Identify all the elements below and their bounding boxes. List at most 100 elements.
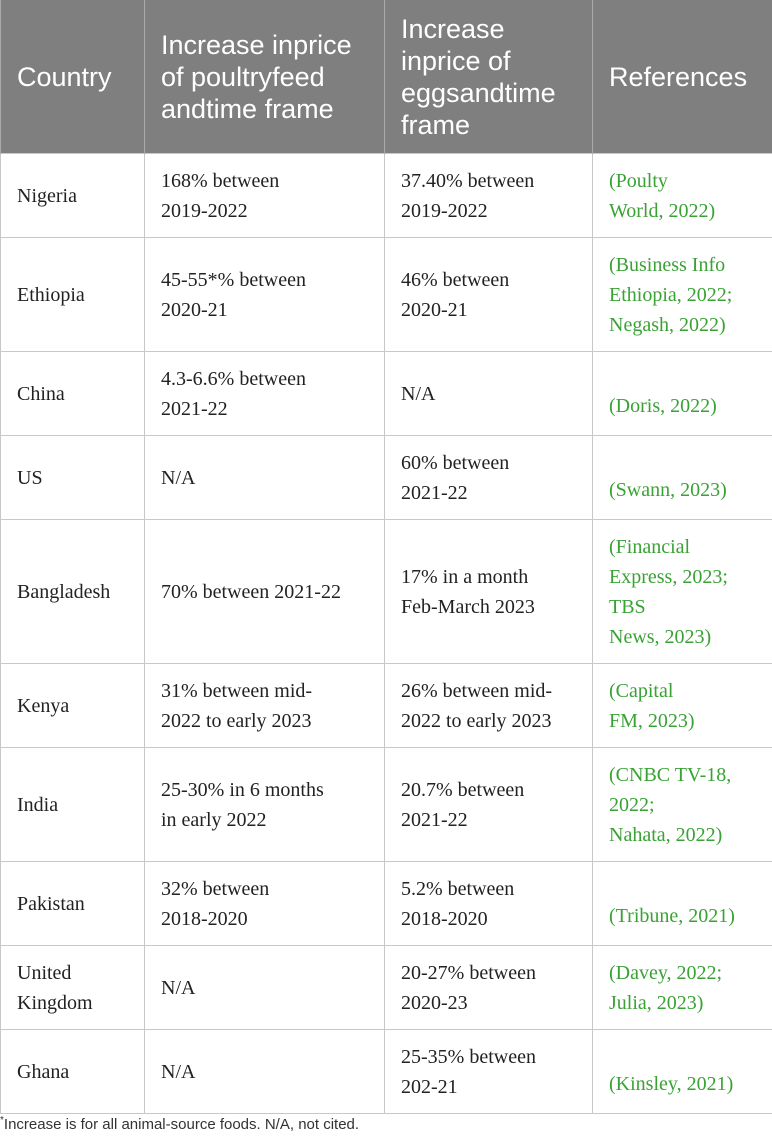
cell-feed-increase: 31% between mid- 2022 to early 2023 — [144, 663, 385, 748]
cell-feed-increase: 32% between 2018-2020 — [144, 861, 385, 946]
reference-link[interactable]: Express, 2023; — [609, 565, 728, 588]
reference-link[interactable]: Negash, 2022) — [609, 313, 726, 336]
reference-link[interactable]: (Davey, 2022; — [609, 961, 723, 984]
reference-link[interactable]: (Tribune, 2021) — [609, 905, 735, 927]
table-row: Ghana N/A 25-35% between 202-21 (Kinsley, 20… — [0, 1029, 772, 1114]
reference-link[interactable]: News, 2023) — [609, 625, 712, 648]
cell-feed-increase: 168% between 2019-2022 — [144, 153, 385, 238]
header-line: time frame — [401, 77, 556, 140]
cell-egg-increase: N/A — [384, 351, 593, 436]
cell-line: Pakistan — [17, 892, 85, 915]
cell-line: 2021-22 — [161, 397, 228, 420]
cell-references: (Tribune, 2021) — [592, 861, 772, 946]
reference-link[interactable]: (Business Info — [609, 253, 726, 276]
cell-references: (Davey, 2022; Julia, 2023) — [592, 945, 772, 1030]
cell-line: 2021-22 — [401, 481, 468, 504]
header-line: feed and — [161, 61, 325, 124]
cell-references: (Doris, 2022) — [592, 351, 772, 436]
poultry-price-table: Country Increase inprice of poultryfeed … — [0, 0, 772, 1114]
cell-line: 5.2% between — [401, 877, 515, 900]
cell-line: 20-27% between — [401, 961, 536, 984]
table-container: Country Increase inprice of poultryfeed … — [0, 0, 772, 1114]
cell-egg-increase: 17% in a month Feb-March 2023 — [384, 519, 593, 664]
reference-link[interactable]: (CNBC TV-18, — [609, 763, 732, 786]
reference-link[interactable]: (Capital — [609, 679, 674, 702]
cell-line: 32% between — [161, 877, 270, 900]
cell-line: 46% between — [401, 268, 510, 291]
cell-line: 2020-21 — [401, 298, 468, 321]
reference-link[interactable]: Julia, 2023) — [609, 991, 704, 1014]
cell-country: China — [0, 351, 145, 436]
table-row: India 25-30% in 6 months in early 2022 20.7… — [0, 747, 772, 862]
cell-feed-increase: N/A — [144, 945, 385, 1030]
header-line: price of eggs — [401, 45, 511, 108]
cell-line: in early 2022 — [161, 808, 267, 831]
cell-line: 2020-23 — [401, 991, 468, 1014]
reference-link[interactable]: FM, 2023) — [609, 709, 695, 732]
reference-link[interactable]: TBS — [609, 595, 646, 618]
cell-line: 2022 to early 2023 — [161, 709, 312, 732]
cell-line: Ethiopia — [17, 283, 85, 306]
footnote-marker: * — [0, 1115, 4, 1126]
cell-line: 2020-21 — [161, 298, 228, 321]
cell-egg-increase: 25-35% between 202-21 — [384, 1029, 593, 1114]
reference-link[interactable]: (Swann, 2023) — [609, 479, 727, 501]
table-body: Nigeria 168% between 2019-2022 37.40% betwe… — [0, 153, 772, 1114]
cell-line: 31% between mid- — [161, 679, 313, 702]
cell-egg-increase: 20.7% between 2021-22 — [384, 747, 593, 862]
cell-line: 4.3-6.6% between — [161, 367, 306, 390]
header-row: Country Increase inprice of poultryfeed … — [0, 0, 772, 154]
cell-feed-increase: N/A — [144, 435, 385, 520]
cell-country: Ethiopia — [0, 237, 145, 352]
cell-line: 2021-22 — [401, 808, 468, 831]
reference-link[interactable]: (Poulty — [609, 169, 668, 192]
cell-country: Nigeria — [0, 153, 145, 238]
reference-link[interactable]: World, 2022) — [609, 199, 716, 222]
cell-line: N/A — [161, 466, 196, 489]
reference-link[interactable]: (Doris, 2022) — [609, 395, 717, 417]
header-line: References — [609, 61, 748, 92]
cell-line: 2019-2022 — [401, 199, 488, 222]
cell-line: 60% between — [401, 451, 510, 474]
cell-line: 17% in a month — [401, 565, 529, 588]
cell-country: US — [0, 435, 145, 520]
cell-line: India — [17, 793, 59, 816]
table-footnote: *Increase is for all animal-source foods… — [0, 1115, 359, 1133]
footnote-text: Increase is for all animal-source foods.… — [3, 1116, 360, 1133]
cell-feed-increase: N/A — [144, 1029, 385, 1114]
reference-link[interactable]: Ethiopia, 2022; — [609, 283, 733, 306]
cell-egg-increase: 5.2% between 2018-2020 — [384, 861, 593, 946]
cell-egg-increase: 60% between 2021-22 — [384, 435, 593, 520]
header-line: Country — [17, 61, 112, 92]
table-row: Bangladesh 70% between 2021-22 17% in a mo… — [0, 519, 772, 664]
cell-egg-increase: 20-27% between 2020-23 — [384, 945, 593, 1030]
table-row: Kenya 31% between mid- 2022 to early 2023 2… — [0, 663, 772, 748]
cell-line: N/A — [161, 1060, 196, 1083]
cell-line: Feb-March 2023 — [401, 595, 535, 618]
cell-country: Ghana — [0, 1029, 145, 1114]
cell-country: Bangladesh — [0, 519, 145, 664]
header-line: time frame — [206, 93, 334, 124]
header-line: Increase in — [161, 29, 294, 60]
cell-references: (Poulty World, 2022) — [592, 153, 772, 238]
cell-line: United — [17, 961, 72, 984]
reference-link[interactable]: (Kinsley, 2021) — [609, 1073, 734, 1095]
header-egg-price-increase: Increase inprice of eggsandtime frame — [384, 0, 593, 154]
header-feed-price-increase: Increase inprice of poultryfeed andtime … — [144, 0, 385, 154]
table-row: Nigeria 168% between 2019-2022 37.40% betwe… — [0, 153, 772, 238]
header-line: Increase in — [401, 13, 505, 76]
cell-line: 2022 to early 2023 — [401, 709, 552, 732]
cell-line: China — [17, 382, 65, 405]
cell-country: United Kingdom — [0, 945, 145, 1030]
cell-references: (Kinsley, 2021) — [592, 1029, 772, 1114]
reference-link[interactable]: 2022; — [609, 793, 655, 816]
cell-references: (CNBC TV-18, 2022; Nahata, 2022) — [592, 747, 772, 862]
cell-country: Kenya — [0, 663, 145, 748]
cell-line: Nigeria — [17, 184, 77, 207]
reference-link[interactable]: (Financial — [609, 535, 691, 558]
cell-line: Ghana — [17, 1060, 70, 1083]
table-header: Country Increase inprice of poultryfeed … — [0, 0, 772, 154]
reference-link[interactable]: Nahata, 2022) — [609, 823, 723, 846]
cell-line: Kingdom — [17, 991, 93, 1014]
cell-feed-increase: 25-30% in 6 months in early 2022 — [144, 747, 385, 862]
